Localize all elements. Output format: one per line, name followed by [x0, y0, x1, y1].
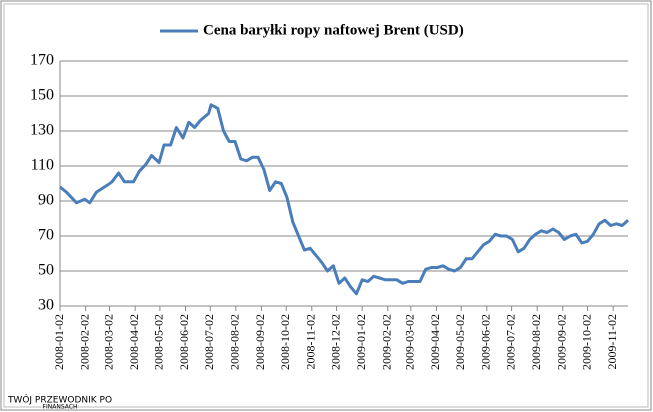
x-tick-label: 2009-01-02 [354, 314, 368, 370]
y-tick-label: 110 [31, 157, 54, 174]
x-tick-label: 2008-11-02 [304, 314, 318, 370]
watermark: TWÓJ PRZEWODNIK PO [7, 394, 112, 406]
y-tick-label: 50 [38, 262, 54, 279]
x-tick-label: 2008-07-02 [202, 314, 216, 370]
x-tick-label: 2009-05-02 [453, 314, 467, 370]
x-tick-label: 2009-11-02 [605, 314, 619, 370]
x-tick-label: 2008-02-02 [77, 314, 91, 370]
x-tick-label: 2009-09-02 [555, 314, 569, 370]
series-line [59, 103, 630, 296]
x-tick-label: 2008-09-02 [253, 314, 267, 370]
x-tick-label: 2009-02-02 [380, 314, 394, 370]
x-tick-label: 2009-07-02 [503, 314, 517, 370]
frame-inner [3, 3, 649, 408]
watermark: FINANSACH [43, 404, 78, 411]
legend-label: Cena baryłki ropy naftowej Brent (USD) [203, 22, 464, 38]
y-tick-label: 30 [38, 297, 54, 314]
y-tick-label: 150 [30, 87, 54, 104]
y-tick-label: 170 [30, 52, 54, 69]
x-tick-label: 2008-04-02 [127, 314, 141, 370]
x-tick-label: 2008-12-02 [328, 314, 342, 370]
x-tick-label: 2008-08-02 [228, 314, 242, 370]
x-tick-label: 2009-06-02 [479, 314, 493, 370]
x-tick-label: 2008-01-02 [52, 314, 66, 370]
y-tick-label: 70 [38, 227, 54, 244]
x-tick-label: 2008-05-02 [152, 314, 166, 370]
x-tick-label: 2008-03-02 [101, 314, 115, 370]
x-tick-label: 2009-03-02 [403, 314, 417, 370]
x-tick-label: 2009-10-02 [579, 314, 593, 370]
x-tick-label: 2008-06-02 [177, 314, 191, 370]
x-tick-label: 2008-10-02 [278, 314, 292, 370]
y-tick-label: 130 [30, 122, 54, 139]
x-tick-label: 2009-08-02 [529, 314, 543, 370]
y-tick-label: 90 [38, 192, 54, 209]
x-tick-label: 2009-04-02 [428, 314, 442, 370]
